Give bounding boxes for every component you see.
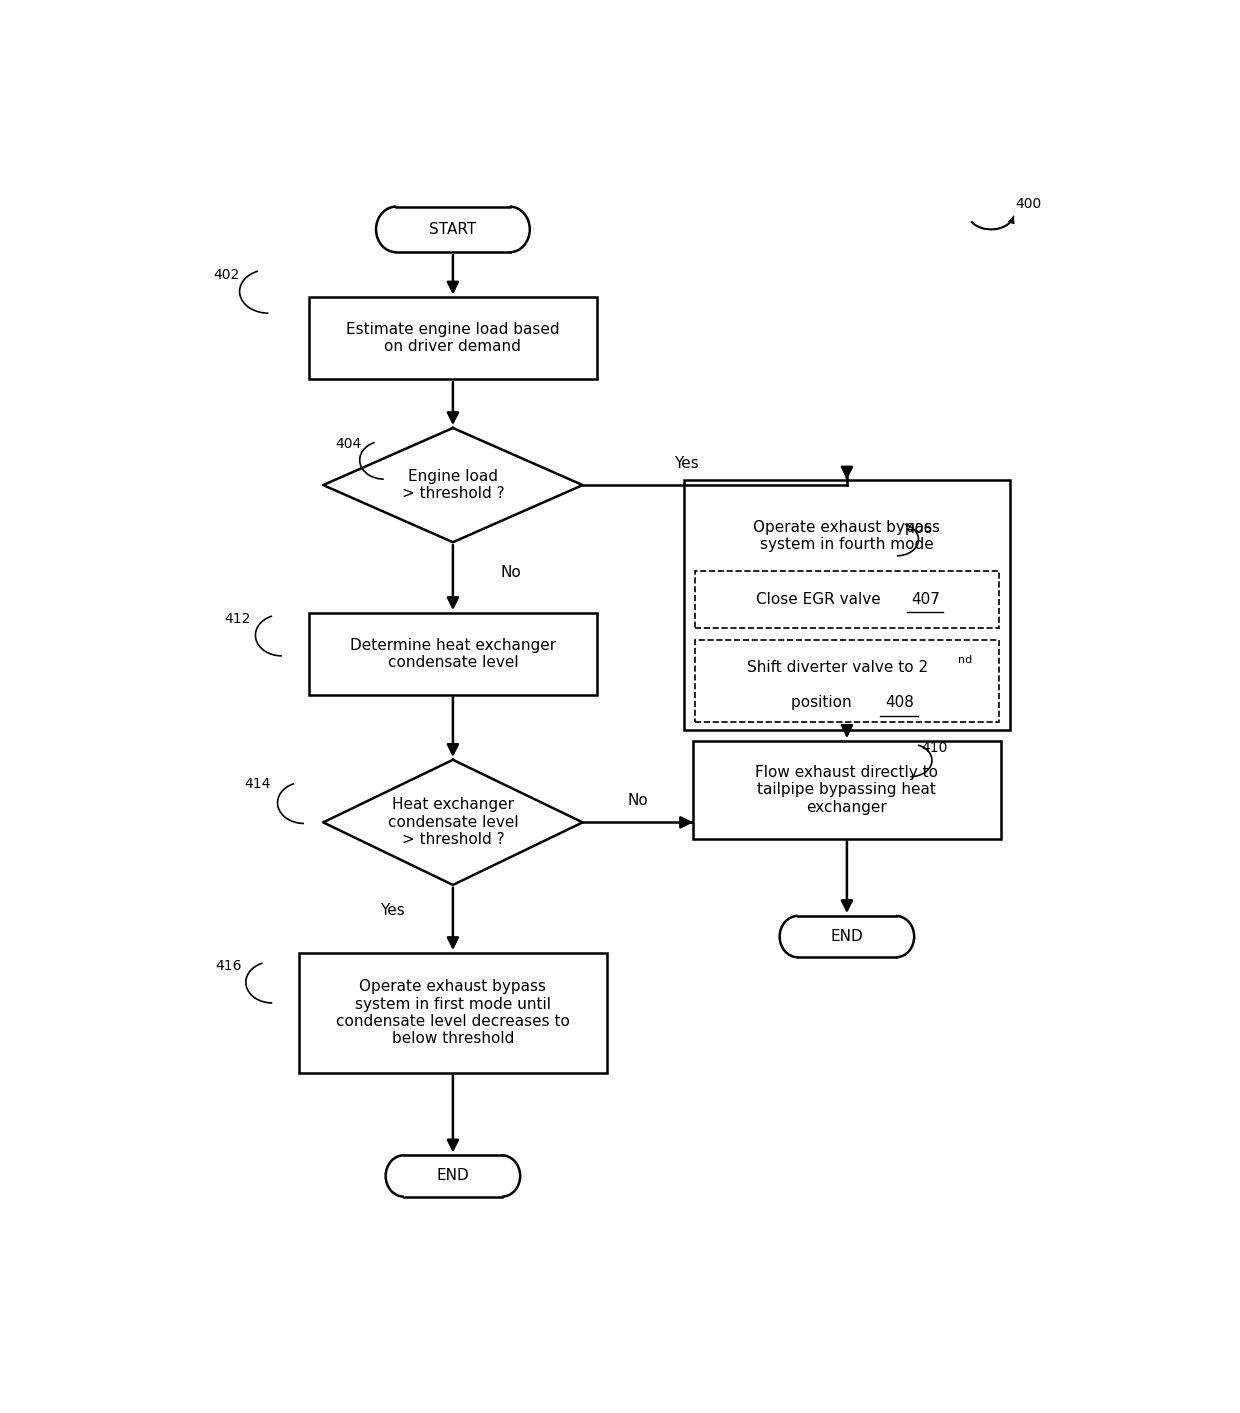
- Text: No: No: [501, 565, 522, 579]
- Text: 402: 402: [213, 268, 239, 283]
- Text: 406: 406: [906, 521, 932, 536]
- Bar: [309, 297, 596, 379]
- Text: Engine load
> threshold ?: Engine load > threshold ?: [402, 469, 505, 502]
- Text: 412: 412: [224, 612, 250, 626]
- Text: START: START: [429, 222, 476, 237]
- Text: 410: 410: [921, 742, 947, 756]
- Text: 400: 400: [1016, 198, 1042, 212]
- Text: END: END: [436, 1169, 469, 1184]
- Text: Yes: Yes: [673, 456, 698, 471]
- Bar: [299, 952, 606, 1072]
- Text: Shift diverter valve to 2: Shift diverter valve to 2: [746, 660, 928, 675]
- Text: Determine heat exchanger
condensate level: Determine heat exchanger condensate leve…: [350, 637, 556, 670]
- Bar: [696, 571, 998, 627]
- Text: Estimate engine load based
on driver demand: Estimate engine load based on driver dem…: [346, 322, 559, 355]
- Text: 414: 414: [244, 777, 270, 791]
- Text: Flow exhaust directly to
tailpipe bypassing heat
exchanger: Flow exhaust directly to tailpipe bypass…: [755, 764, 939, 815]
- Text: Heat exchanger
condensate level
> threshold ?: Heat exchanger condensate level > thresh…: [388, 797, 518, 848]
- Text: position: position: [791, 695, 861, 711]
- Text: 408: 408: [885, 695, 914, 711]
- Text: Yes: Yes: [381, 903, 404, 917]
- Text: No: No: [627, 793, 649, 808]
- Text: 416: 416: [215, 959, 242, 974]
- Bar: [693, 740, 1001, 839]
- Text: 404: 404: [335, 437, 362, 451]
- Bar: [683, 479, 1011, 731]
- Text: Operate exhaust bypass
system in first mode until
condensate level decreases to
: Operate exhaust bypass system in first m…: [336, 979, 570, 1047]
- Text: Close EGR valve: Close EGR valve: [755, 592, 890, 606]
- Bar: [696, 640, 998, 722]
- Text: nd: nd: [959, 656, 972, 666]
- Text: Operate exhaust bypass
system in fourth mode: Operate exhaust bypass system in fourth …: [754, 520, 940, 552]
- Text: END: END: [831, 930, 863, 944]
- Text: 407: 407: [911, 592, 940, 606]
- Bar: [309, 613, 596, 695]
